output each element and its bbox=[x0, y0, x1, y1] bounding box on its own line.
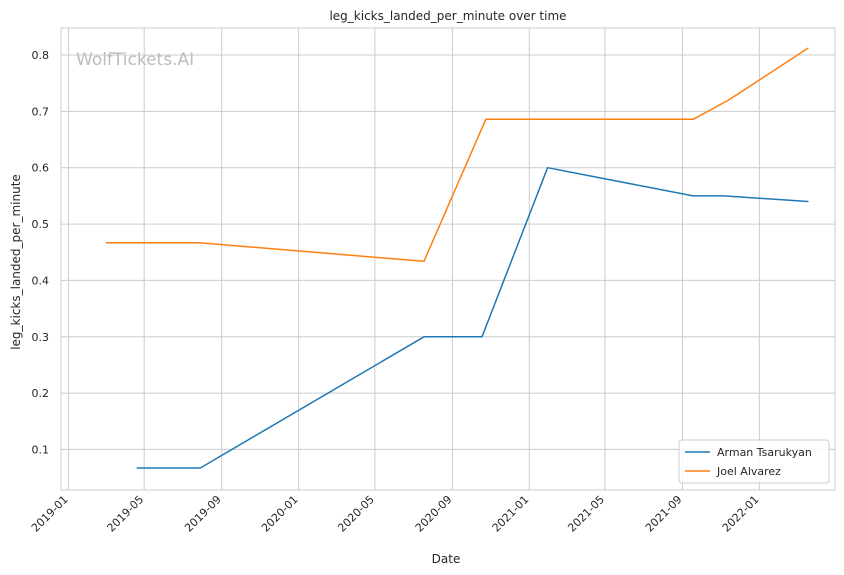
y-tick-label: 0.8 bbox=[32, 49, 50, 62]
x-tick-label: 2021-05 bbox=[565, 493, 607, 535]
x-tick-label: 2019-09 bbox=[182, 493, 224, 535]
x-axis-label: Date bbox=[432, 552, 461, 566]
x-tick-label: 2021-09 bbox=[643, 493, 685, 535]
y-tick-label: 0.4 bbox=[32, 274, 50, 287]
series-layer bbox=[105, 47, 809, 469]
plot-frame bbox=[60, 27, 836, 491]
y-tick-labels: 0.1 0.2 0.3 0.4 0.5 0.6 0.7 0.8 bbox=[32, 49, 50, 456]
x-tick-label: 2019-01 bbox=[29, 493, 71, 535]
x-tick-label: 2020-05 bbox=[335, 493, 377, 535]
y-axis-label: leg_kicks_landed_per_minute bbox=[9, 174, 23, 350]
y-tick-label: 0.1 bbox=[32, 443, 50, 456]
series-line-0 bbox=[136, 166, 809, 469]
x-tick-label: 2020-09 bbox=[413, 493, 455, 535]
y-tick-label: 0.5 bbox=[32, 218, 50, 231]
x-tick-labels: 2019-01 2019-05 2019-09 2020-01 2020-05 2020-… bbox=[29, 493, 761, 535]
series-line-1 bbox=[105, 47, 809, 263]
x-tick-label: 2020-01 bbox=[259, 493, 301, 535]
plot-area bbox=[61, 28, 835, 490]
y-tick-label: 0.7 bbox=[32, 105, 50, 118]
x-tick-label: 2021-01 bbox=[490, 493, 532, 535]
y-tick-label: 0.3 bbox=[32, 331, 50, 344]
chart-title: leg_kicks_landed_per_minute over time bbox=[329, 9, 566, 23]
legend: Arman Tsarukyan Joel Alvarez bbox=[678, 439, 830, 484]
x-tick-label: 2019-05 bbox=[105, 493, 147, 535]
y-tick-label: 0.6 bbox=[32, 162, 50, 175]
y-tick-label: 0.2 bbox=[32, 387, 50, 400]
x-tick-label: 2022-01 bbox=[720, 493, 762, 535]
legend-box bbox=[678, 439, 830, 484]
legend-label-series-0: Arman Tsarukyan bbox=[717, 446, 812, 459]
legend-label-series-1: Joel Alvarez bbox=[716, 465, 781, 478]
watermark: WolfTickets.AI bbox=[76, 50, 194, 70]
